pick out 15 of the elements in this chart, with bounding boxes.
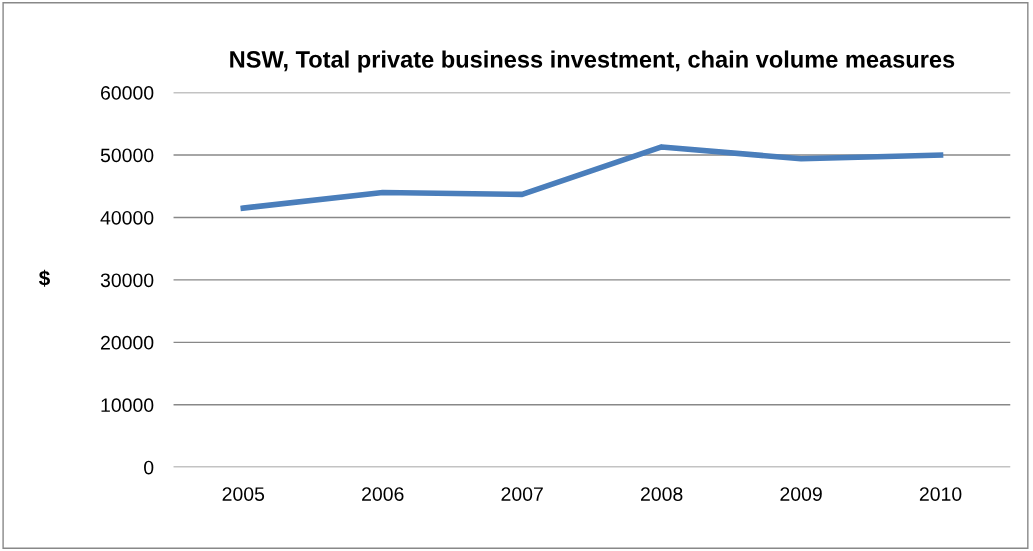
x-tick-label: 2007 xyxy=(501,487,543,501)
y-tick-label: 20000 xyxy=(101,335,154,350)
x-tick-label: 2006 xyxy=(362,487,404,501)
x-tick-label: 2008 xyxy=(640,487,683,501)
y-tick-label: 60000 xyxy=(101,86,154,100)
y-tick-label: 0 xyxy=(144,460,154,475)
y-tick-label: 50000 xyxy=(100,148,154,163)
chart-title: NSW, Total private business investment, chain volume measures xyxy=(230,50,955,73)
x-tick-label: 2010 xyxy=(919,487,962,501)
x-tick-label: 2009 xyxy=(780,487,822,501)
y-tick-label: 30000 xyxy=(100,273,154,288)
y-tick-label: 10000 xyxy=(101,398,154,413)
y-tick-label: 40000 xyxy=(100,210,154,225)
y-axis-title: $ xyxy=(38,269,50,287)
x-tick-label: 2005 xyxy=(222,487,265,501)
